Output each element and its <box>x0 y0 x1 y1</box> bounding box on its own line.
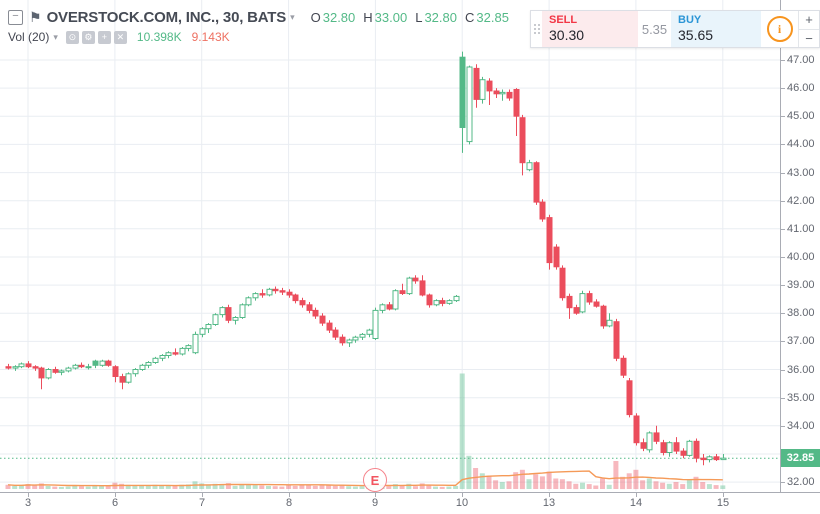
price-axis-tick <box>781 60 785 61</box>
time-axis-label: 15 <box>716 497 730 509</box>
price-axis-tick <box>781 88 785 89</box>
time-axis-label: 13 <box>542 497 556 509</box>
time-axis-label: 8 <box>285 497 293 509</box>
low-label: L <box>415 9 423 25</box>
spread-value: 5.35 <box>641 21 668 37</box>
time-axis-label: 14 <box>629 497 643 509</box>
time-axis-label: 7 <box>198 497 206 509</box>
price-axis-label: 46.00 <box>787 82 815 94</box>
sell-button[interactable]: SELL 30.30 <box>542 11 638 47</box>
price-axis-tick <box>781 313 785 314</box>
price-axis-label: 44.00 <box>787 138 815 150</box>
price-axis-label: 38.00 <box>787 307 815 319</box>
time-axis-tick <box>636 493 637 497</box>
price-axis-tick <box>781 116 785 117</box>
grid <box>0 0 780 491</box>
price-axis-label: 36.00 <box>787 364 815 376</box>
buy-price: 35.65 <box>678 27 714 43</box>
eye-icon[interactable]: ⊙ <box>65 30 79 44</box>
time-axis-tick <box>375 493 376 497</box>
info-icon[interactable]: i <box>766 16 793 42</box>
plus-button[interactable]: + <box>805 12 813 28</box>
open-value: 32.80 <box>322 9 356 25</box>
close-icon[interactable]: ✕ <box>113 30 127 44</box>
sell-price: 30.30 <box>549 27 585 43</box>
high-label: H <box>363 9 373 25</box>
sell-label: SELL <box>549 14 578 26</box>
price-axis-label: 39.00 <box>787 279 815 291</box>
price-axis[interactable]: 47.00 46.00 45.00 44.00 43.00 42.00 41.00 40.00… <box>780 0 820 492</box>
volume-current-value: 10.398K <box>136 30 182 44</box>
price-axis-tick <box>781 229 785 230</box>
price-axis-tick <box>781 426 785 427</box>
price-axis-tick <box>781 285 785 286</box>
price-axis-tick <box>781 144 785 145</box>
price-axis-tick <box>781 341 785 342</box>
price-axis-label: 42.00 <box>787 195 815 207</box>
price-axis-label: 43.00 <box>787 167 815 179</box>
drag-handle[interactable] <box>531 11 542 47</box>
time-axis-tick <box>28 493 29 497</box>
low-value: 32.80 <box>424 9 457 25</box>
price-axis-label: 47.00 <box>787 54 815 66</box>
time-axis-tick <box>289 493 290 497</box>
price-axis-tick <box>781 398 785 399</box>
flag-icon[interactable]: ⚑ <box>29 9 42 25</box>
settings-icon[interactable]: ⚙ <box>81 30 95 44</box>
price-axis-label: 34.00 <box>787 420 815 432</box>
widget-size-controls: + − <box>798 11 819 47</box>
time-axis-label: 9 <box>371 497 379 509</box>
buy-label: BUY <box>678 14 702 26</box>
price-axis-label: 40.00 <box>787 251 815 263</box>
order-panel: SELL 30.30 5.35 BUY 35.65 i + − <box>530 10 820 48</box>
price-axis-tick <box>781 257 785 258</box>
price-axis-label: 37.00 <box>787 335 815 347</box>
symbol-title[interactable]: OVERSTOCK.COM, INC., 30, BATS <box>46 8 287 26</box>
time-axis-tick <box>115 493 116 497</box>
volume-legend-row: Vol (20) ▾ ⊙ ⚙ + ✕ 10.398K 9.143K <box>8 27 509 47</box>
close-value: 32.85 <box>476 9 509 25</box>
buy-button[interactable]: BUY 35.65 <box>671 11 761 47</box>
ohlc-readout: O 32.80 H 33.00 L 32.80 C 32.85 <box>311 10 509 25</box>
candlestick-series <box>5 51 727 466</box>
volume-ma-value: 9.143K <box>191 30 230 44</box>
chevron-down-icon[interactable]: ▾ <box>53 31 58 42</box>
price-chart-canvas[interactable] <box>0 0 780 492</box>
minus-button[interactable]: − <box>799 28 819 48</box>
time-axis-tick <box>202 493 203 497</box>
time-axis-label: 10 <box>455 497 469 509</box>
chevron-down-icon[interactable]: ▾ <box>290 11 295 22</box>
price-axis-label: 32.00 <box>787 476 815 488</box>
time-axis-label: 3 <box>24 497 32 509</box>
earnings-marker[interactable]: E <box>363 468 387 492</box>
last-price-badge: 32.85 <box>781 449 820 467</box>
price-axis-tick <box>781 482 785 483</box>
price-axis-tick <box>781 370 785 371</box>
time-axis-tick <box>723 493 724 497</box>
price-axis-tick <box>781 173 785 174</box>
collapse-legend-button[interactable]: − <box>8 9 23 25</box>
symbol-legend-row: − ⚑ OVERSTOCK.COM, INC., 30, BATS ▾ O 32.… <box>8 7 509 27</box>
time-axis-tick <box>549 493 550 497</box>
price-axis-label: 35.00 <box>787 392 815 404</box>
time-axis-tick <box>462 493 463 497</box>
open-label: O <box>310 9 321 25</box>
time-axis[interactable]: 3 6 7 8 9 10 13 14 15 <box>0 492 820 514</box>
price-axis-label: 41.00 <box>787 223 815 235</box>
high-value: 33.00 <box>374 9 408 25</box>
chart-legend: − ⚑ OVERSTOCK.COM, INC., 30, BATS ▾ O 32.… <box>8 7 509 47</box>
price-axis-label: 45.00 <box>787 110 815 122</box>
volume-indicator-label[interactable]: Vol (20) <box>8 30 50 44</box>
time-axis-label: 6 <box>111 497 119 509</box>
close-label: C <box>465 9 475 25</box>
price-axis-tick <box>781 201 785 202</box>
add-indicator-icon[interactable]: + <box>97 30 111 44</box>
